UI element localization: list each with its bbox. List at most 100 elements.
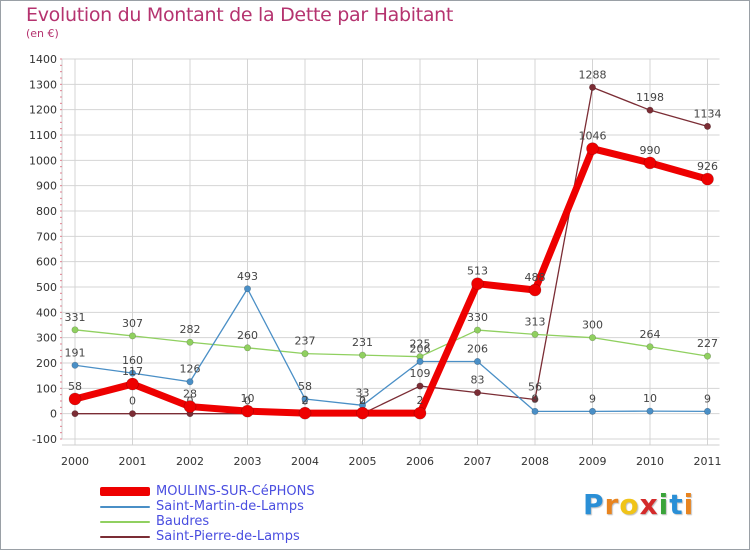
data-label: 1134 (694, 107, 722, 120)
data-point (71, 326, 79, 334)
data-label: 1046 (579, 130, 607, 143)
data-point (528, 283, 542, 297)
logo-letter: i (658, 488, 670, 521)
data-label: 0 (129, 395, 136, 408)
data-point (416, 357, 424, 365)
data-point (413, 406, 427, 420)
data-point (473, 389, 481, 397)
data-label: 160 (122, 354, 143, 367)
data-label: 313 (525, 315, 546, 328)
legend-item: Saint-Martin-de-Lamps (100, 499, 430, 514)
y-tick-label: 200 (36, 357, 57, 370)
logo-letter: P (583, 488, 605, 521)
series-line (74, 288, 709, 413)
data-point (71, 410, 79, 418)
data-point (68, 392, 82, 406)
data-point (531, 407, 539, 415)
legend-swatch (100, 505, 150, 508)
legend-label: Saint-Pierre-de-Lamps (156, 528, 300, 544)
data-point (301, 350, 309, 358)
legend-label: MOULINS-SUR-CéPHONS (156, 483, 315, 499)
data-label: 1198 (636, 91, 664, 104)
data-point (701, 172, 714, 186)
legend-item: Saint-Pierre-de-Lamps (100, 529, 430, 544)
legend-item: MOULINS-SUR-CéPHONS (100, 484, 430, 499)
y-tick-label: 900 (36, 180, 57, 193)
data-label: 33 (356, 386, 370, 399)
data-point (531, 330, 539, 338)
x-tick-label: 2007 (464, 455, 492, 468)
data-point (588, 83, 596, 91)
data-label: 237 (295, 335, 316, 348)
data-point (244, 344, 252, 352)
data-label: 28 (183, 388, 197, 401)
y-tick-label: 1100 (29, 129, 57, 142)
data-label: 191 (65, 346, 86, 359)
logo-letter: x (639, 488, 659, 521)
data-point (646, 106, 654, 114)
data-label: 1288 (579, 68, 607, 81)
data-point (473, 326, 481, 334)
data-point (643, 156, 657, 170)
data-point (301, 395, 309, 403)
data-label: 58 (68, 380, 82, 393)
data-label: 926 (697, 160, 718, 173)
logo-letter: r (604, 488, 620, 521)
x-tick-label: 2005 (349, 455, 377, 468)
data-point (586, 142, 599, 155)
x-tick-label: 2006 (406, 455, 434, 468)
data-label: 9 (704, 392, 711, 405)
data-label: 493 (237, 270, 258, 283)
series-line (71, 145, 711, 417)
data-label: 10 (643, 392, 657, 405)
y-tick-label: 100 (36, 382, 57, 395)
data-label: 0 (244, 395, 251, 408)
data-label: 331 (65, 311, 86, 324)
x-tick-label: 2000 (61, 455, 89, 468)
logo-letter: i (683, 488, 695, 521)
legend-swatch (100, 535, 150, 538)
data-point (356, 406, 369, 420)
y-tick-label: 1000 (29, 154, 57, 167)
legend-label: Baudres (156, 513, 210, 529)
unit-label: (en €) (26, 27, 59, 40)
data-label: 225 (410, 338, 431, 351)
data-label: 300 (582, 319, 603, 332)
legend: MOULINS-SUR-CéPHONS Saint-Martin-de-Lamp… (100, 484, 430, 544)
data-label: 117 (122, 365, 143, 378)
x-tick-label: 2003 (234, 455, 262, 468)
data-label: 109 (410, 367, 431, 380)
data-label: 2 (359, 394, 366, 407)
proxiti-logo: Proxiti (583, 488, 694, 521)
data-label: 227 (697, 337, 718, 350)
data-label: 58 (298, 380, 312, 393)
data-label: 488 (525, 271, 546, 284)
data-point (129, 369, 137, 377)
x-tick-label: 2004 (291, 455, 319, 468)
data-point (126, 377, 139, 391)
logo-letter: o (619, 488, 640, 521)
y-tick-label: 1200 (29, 104, 57, 117)
data-point (129, 410, 137, 418)
data-label: 513 (467, 265, 488, 278)
data-point (129, 332, 137, 340)
data-point (186, 378, 194, 386)
data-label: 206 (410, 342, 431, 355)
data-point (473, 357, 481, 365)
data-point (358, 351, 366, 359)
y-tick-label: 700 (36, 230, 57, 243)
y-tick-label: 1400 (29, 53, 57, 66)
legend-label: Saint-Martin-de-Lamps (156, 498, 304, 514)
data-label: 206 (467, 342, 488, 355)
data-label: 0 (359, 395, 366, 408)
data-label: 10 (241, 392, 255, 405)
chart-title: Evolution du Montant de la Dette par Hab… (26, 4, 454, 26)
data-point (531, 395, 539, 403)
series-line (74, 86, 709, 415)
data-point (588, 334, 596, 342)
data-point (71, 361, 79, 369)
y-tick-label: 500 (36, 281, 57, 294)
data-point (588, 407, 596, 415)
